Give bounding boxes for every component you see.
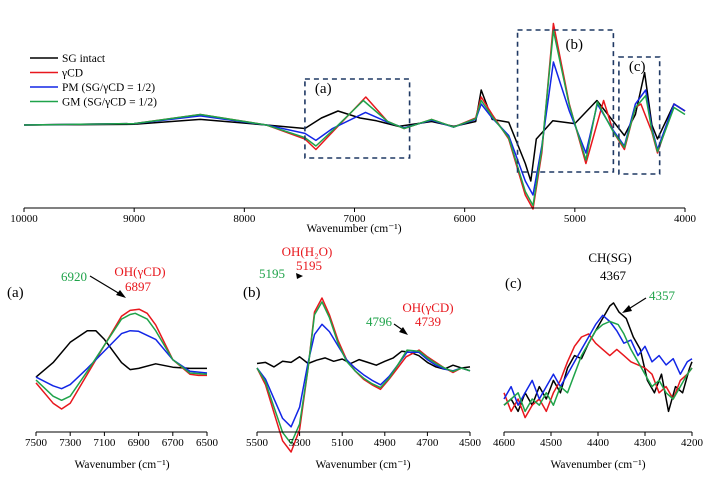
region-box-b — [516, 29, 615, 173]
region-boxes: (a) (b) (c) — [304, 29, 661, 175]
main-series-group — [23, 22, 686, 210]
panel-c-annotation-ch-sg: CH(SG) — [588, 250, 631, 265]
series-line-c-gm — [503, 320, 693, 413]
x-tick-label-a-7300: 7300 — [59, 437, 82, 449]
panel-a: (a) 7500 7300 7100 6900 6700 6500 Wavenumber … — [7, 264, 219, 471]
x-tick-label-c-4500: 4500 — [540, 437, 563, 449]
main-spectrum-panel: (a)(b)(c) 10000 9000 8000 7000 6000 5000 4000 … — [10, 22, 697, 235]
panel-a-annotation-6897: 6897 — [125, 279, 152, 294]
panel-b-annotation-oh-gcd: OH(γCD) — [402, 300, 453, 315]
region-box-c — [618, 56, 661, 175]
series-line-a-pm — [35, 329, 208, 390]
series-line-a-gm — [35, 312, 208, 402]
series-line-main-sg-intact — [23, 71, 686, 182]
panel-a-annotation-6920: 6920 — [61, 269, 87, 284]
x-tick-label-b-4500: 4500 — [459, 437, 482, 449]
x-tick-label-a-6500: 6500 — [196, 437, 219, 449]
panel-c-x-ticks: 4600 4500 4400 4300 4200 — [493, 432, 704, 449]
series-line-c-sg-intact — [503, 302, 693, 413]
panel-c-label: (c) — [505, 276, 522, 292]
legend-label-pm: PM (SG/γCD = 1/2) — [62, 82, 155, 94]
series-line-c-pm — [503, 314, 693, 406]
x-tick-label-b-4900: 4900 — [374, 437, 397, 449]
x-tick-label-b-5300: 5300 — [289, 437, 312, 449]
x-tick-label-main-7000: 7000 — [344, 213, 367, 225]
panel-c-arrow — [622, 297, 647, 313]
panel-b-x-axis-title: Wavenumber (cm⁻¹) — [315, 459, 410, 471]
x-tick-label-c-4400: 4400 — [587, 437, 610, 449]
panel-b-annotation-oh-h2o: OH(H₂O) — [282, 244, 333, 259]
panel-b-series-group — [256, 297, 471, 453]
x-tick-label-a-7100: 7100 — [93, 437, 116, 449]
series-line-main-pm — [23, 61, 686, 196]
x-tick-label-main-6000: 6000 — [454, 213, 477, 225]
series-line-b-pm — [256, 323, 471, 428]
panel-b: (b) 5500 5300 5100 4900 4700 4500 Wavenumber … — [243, 244, 482, 471]
panel-c-series-group — [503, 302, 693, 419]
region-box-label-a: (a) — [315, 81, 332, 97]
x-tick-label-a-6700: 6700 — [162, 437, 185, 449]
x-tick-label-b-5100: 5100 — [331, 437, 354, 449]
main-x-axis-title: Wavenumber (cm⁻¹) — [306, 223, 401, 235]
x-tick-label-c-4300: 4300 — [634, 437, 657, 449]
panel-a-label: (a) — [7, 285, 24, 301]
series-line-a-sg-intact — [35, 329, 207, 378]
series-line-b-sg-intact — [256, 350, 471, 370]
x-tick-label-b-5500: 5500 — [246, 437, 269, 449]
region-box-label-b: (b) — [566, 37, 584, 53]
series-line-main-gm — [23, 29, 686, 207]
panel-c-x-axis-title: Wavenumber (cm⁻¹) — [550, 459, 645, 471]
legend: SG intact γCD PM (SG/γCD = 1/2) GM (SG/γCD … — [30, 53, 157, 109]
panel-b-label: (b) — [243, 285, 261, 301]
legend-label-gm: GM (SG/γCD = 1/2) — [62, 97, 157, 109]
panel-b-annotation-4739: 4739 — [415, 314, 441, 329]
panel-c-annotation-4367: 4367 — [600, 268, 627, 283]
panel-b-annotation-5195-red: 5195 — [296, 258, 322, 273]
panel-a-x-ticks: 7500 7300 7100 6900 6700 6500 — [25, 432, 219, 449]
x-tick-label-main-8000: 8000 — [233, 213, 256, 225]
main-x-ticks: 10000 9000 8000 7000 6000 5000 4000 — [10, 208, 697, 225]
x-tick-label-c-4200: 4200 — [681, 437, 704, 449]
region-box-a — [304, 78, 411, 159]
panel-b-annotation-5195-green: 5195 — [259, 266, 285, 281]
panel-a-series-group — [35, 308, 208, 410]
series-line-a-gamma-cd — [35, 308, 207, 410]
x-tick-label-c-4600: 4600 — [493, 437, 516, 449]
x-tick-label-b-4700: 4700 — [416, 437, 439, 449]
panel-b-annotation-4796: 4796 — [366, 314, 393, 329]
panel-c: (c) 4600 4500 4400 4300 4200 Wavenumber (cm⁻… — [493, 250, 704, 471]
x-tick-label-main-9000: 9000 — [123, 213, 146, 225]
x-tick-label-main-10000: 10000 — [10, 213, 38, 225]
series-line-c-gamma-cd — [503, 333, 693, 419]
x-tick-label-main-5000: 5000 — [564, 213, 587, 225]
panel-a-x-axis-title: Wavenumber (cm⁻¹) — [74, 459, 169, 471]
region-box-label-c: (c) — [629, 59, 646, 75]
panel-b-arrows — [296, 273, 408, 335]
x-tick-label-main-4000: 4000 — [674, 213, 697, 225]
panel-b-x-ticks: 5500 5300 5100 4900 4700 4500 — [246, 432, 482, 449]
x-tick-label-a-6900: 6900 — [128, 437, 151, 449]
legend-label-gamma-cd: γCD — [61, 68, 83, 80]
legend-label-sg-intact: SG intact — [62, 53, 106, 65]
x-tick-label-a-7500: 7500 — [25, 437, 48, 449]
panel-a-arrow — [89, 275, 126, 298]
panel-a-annotation-oh-gcd: OH(γCD) — [114, 264, 165, 279]
panel-c-annotation-4357: 4357 — [649, 288, 676, 303]
series-line-b-gm — [256, 301, 471, 445]
